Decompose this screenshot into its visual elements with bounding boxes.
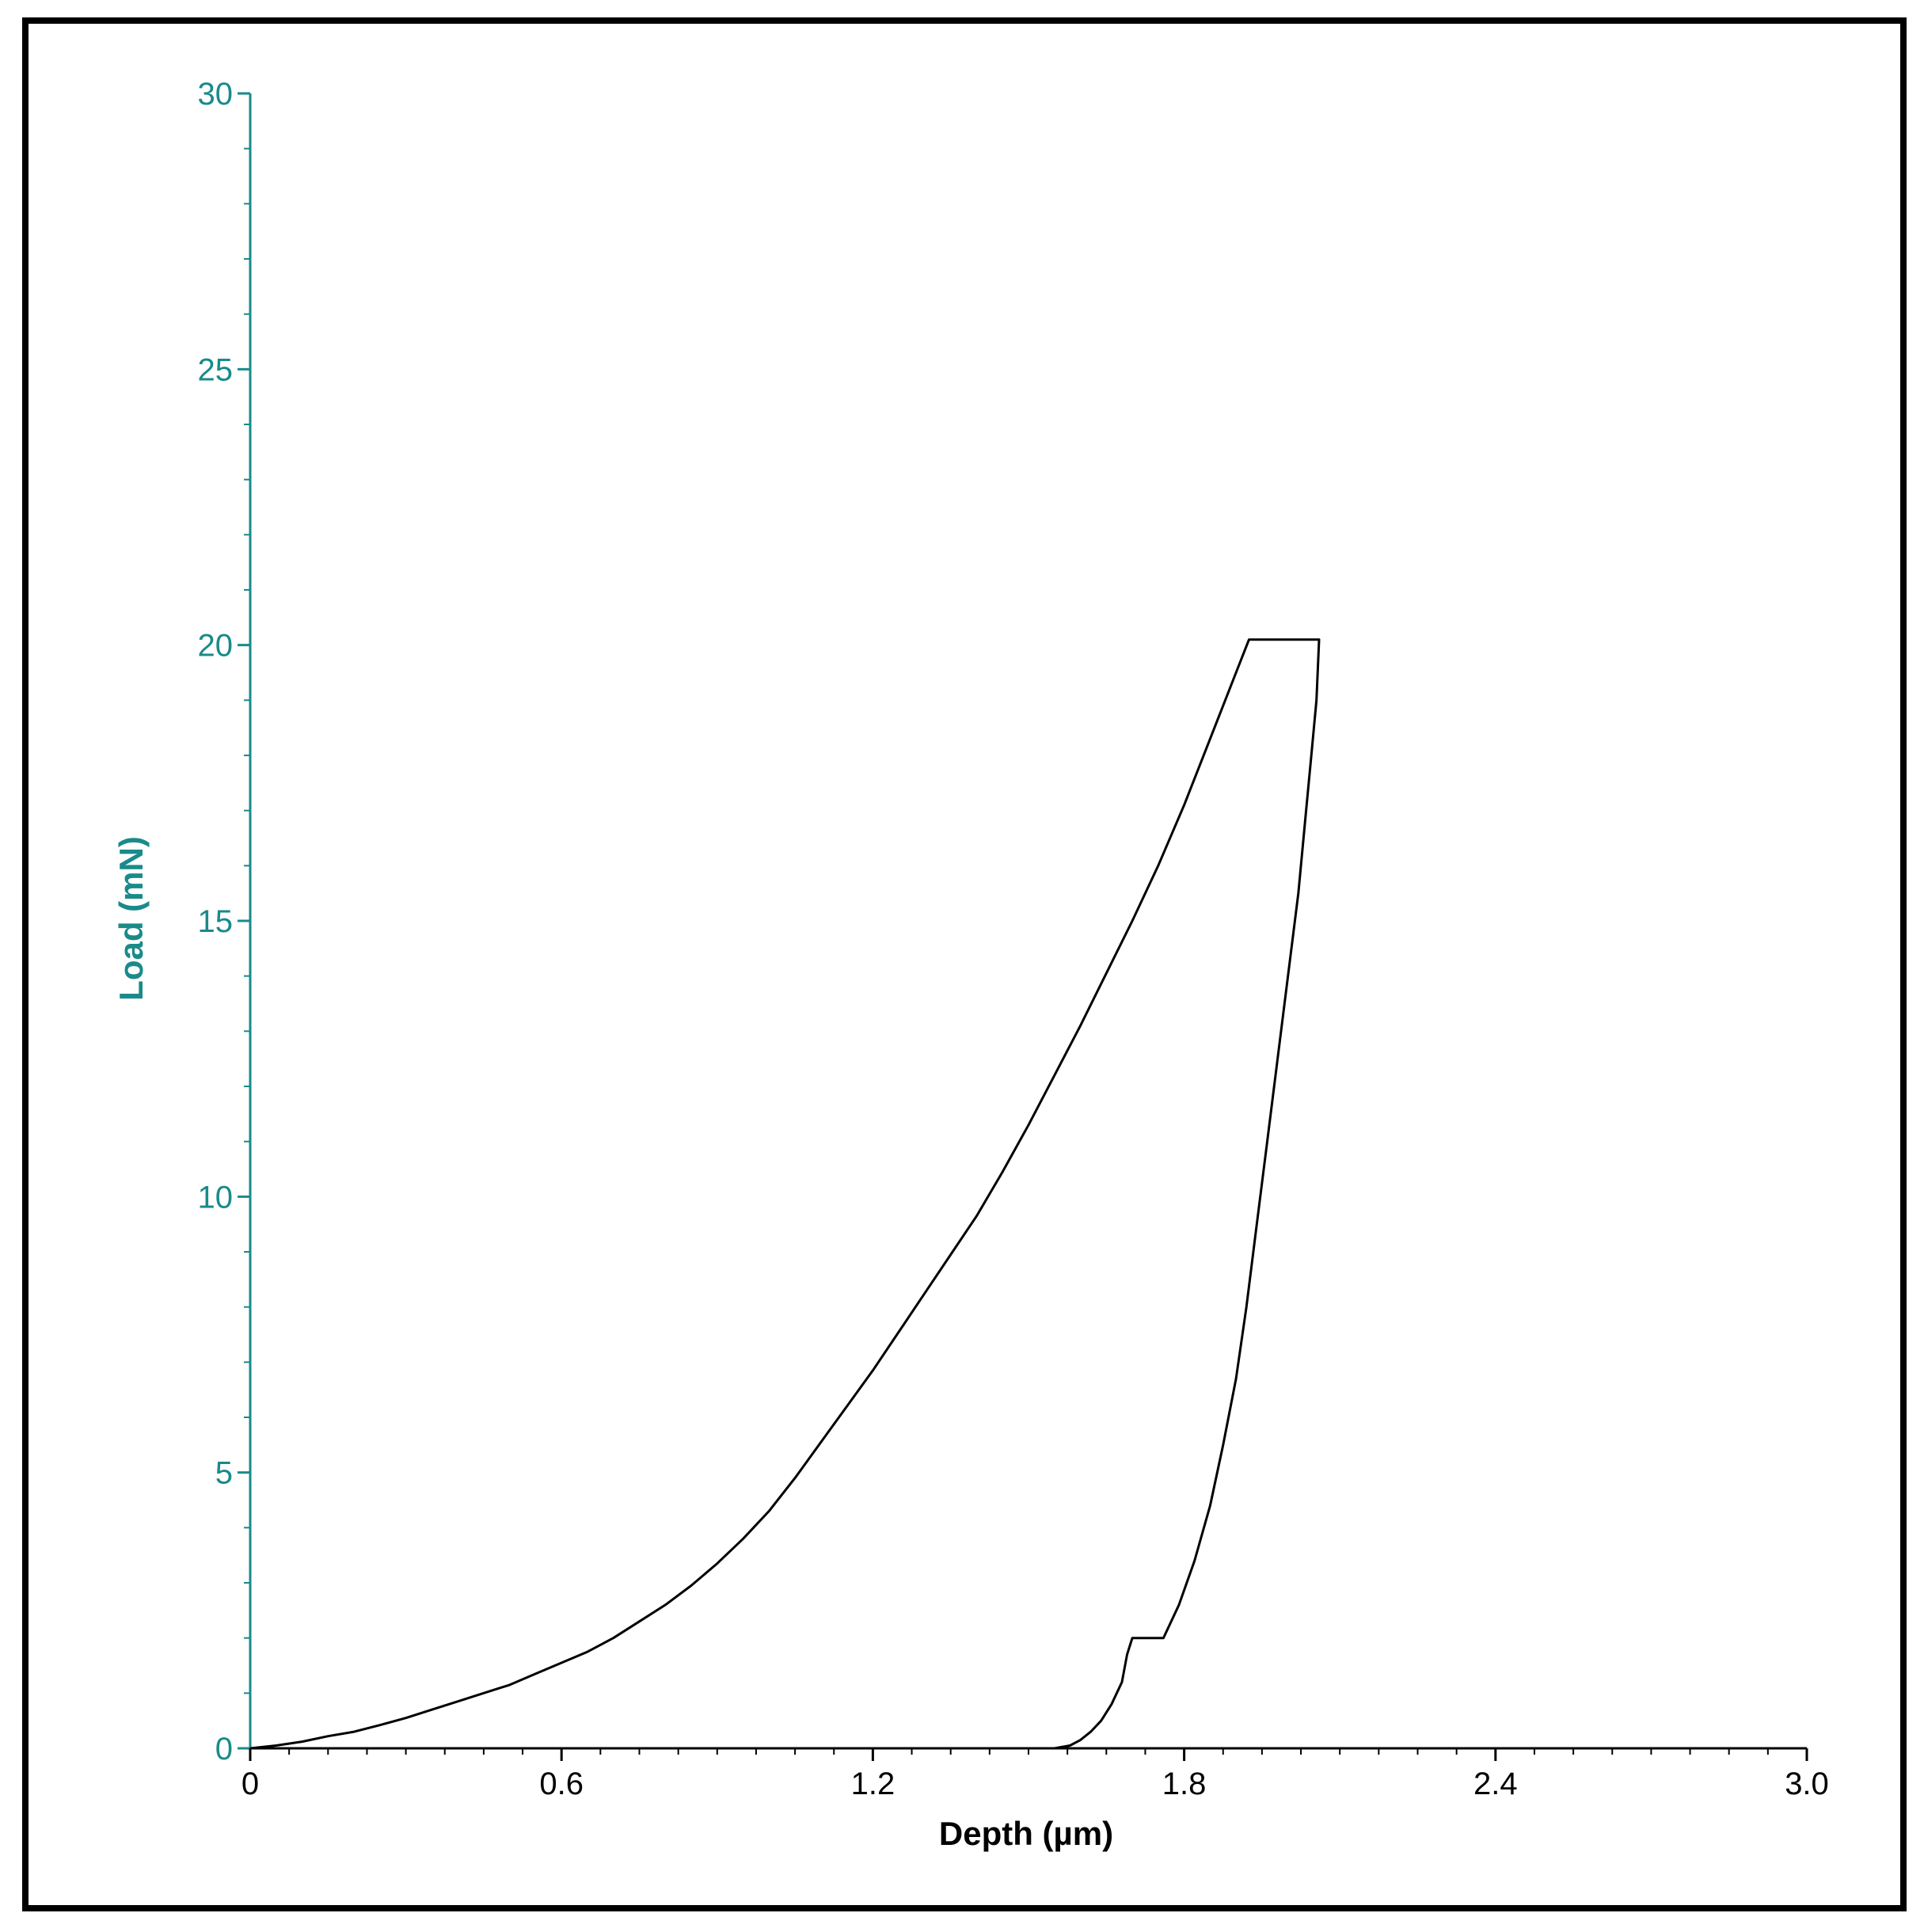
chart-frame	[22, 17, 1907, 1911]
x-axis-title: Depth (µm)	[939, 1815, 1113, 1852]
x-tick-label: 3.0	[1785, 1767, 1829, 1801]
y-axis: 0 5 10 15 20 25 30	[198, 77, 252, 1767]
y-tick-label: 5	[215, 1456, 233, 1491]
x-tick-label: 2.4	[1473, 1767, 1518, 1801]
y-tick-label: 0	[215, 1732, 233, 1767]
y-tick-label: 30	[198, 77, 234, 112]
load-depth-curve	[249, 638, 1321, 1750]
x-axis: 0 0.6 1.2 1.8 2.4 3.0	[241, 1747, 1829, 1801]
x-tick-label: 1.8	[1162, 1767, 1207, 1801]
y-tick-label: 20	[198, 629, 234, 664]
x-tick-label: 1.2	[851, 1767, 895, 1801]
x-tick-label: 0	[241, 1767, 259, 1801]
series-layer	[249, 638, 1321, 1750]
y-tick-label: 25	[198, 352, 234, 387]
y-tick-label: 10	[198, 1180, 234, 1215]
y-axis-title: Load (mN)	[112, 836, 150, 1001]
x-tick-label: 0.6	[539, 1767, 584, 1801]
y-tick-label: 15	[198, 904, 234, 939]
